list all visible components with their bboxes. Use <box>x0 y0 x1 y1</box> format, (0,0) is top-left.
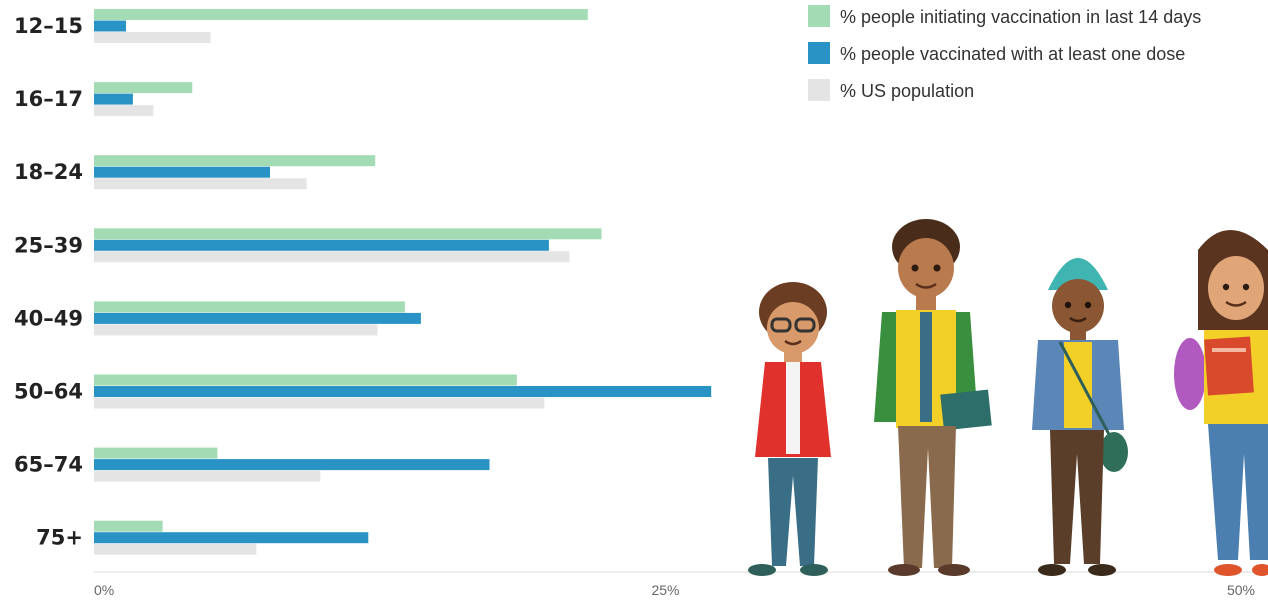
bar-population-5 <box>94 397 545 409</box>
bar-initiating-0 <box>94 9 588 20</box>
x-tick-label: 0% <box>94 582 114 598</box>
legend-swatch <box>808 42 830 64</box>
bar-initiating-3 <box>94 228 602 240</box>
category-label: 75+ <box>36 526 83 550</box>
bar-initiating-7 <box>94 520 163 532</box>
legend-label: % people vaccinated with at least one do… <box>840 44 1185 64</box>
bar-initiating-5 <box>94 374 517 386</box>
bar-initiating-4 <box>94 301 405 313</box>
bar-population-6 <box>94 470 321 482</box>
legend-swatch <box>808 5 830 27</box>
legend-label: % US population <box>840 81 974 101</box>
bar-population-1 <box>94 105 154 117</box>
bar-dose-6 <box>94 459 490 471</box>
bar-dose-5 <box>94 386 712 397</box>
bar-initiating-2 <box>94 155 376 167</box>
student-backpack-icon <box>1174 230 1268 576</box>
bar-dose-3 <box>94 239 549 251</box>
bar-initiating-6 <box>94 447 218 459</box>
bar-population-2 <box>94 178 307 190</box>
legend-label: % people initiating vaccination in last … <box>840 7 1201 27</box>
bar-dose-2 <box>94 166 270 178</box>
x-tick-label: 25% <box>651 582 679 598</box>
bar-dose-1 <box>94 93 133 105</box>
bar-initiating-1 <box>94 82 193 94</box>
student-glasses-icon <box>748 282 831 576</box>
category-label: 16–17 <box>14 87 83 111</box>
bar-dose-7 <box>94 532 369 544</box>
bar-dose-0 <box>94 20 126 32</box>
category-labels: 12–15 16–17 18–24 25–39 40–49 50–64 65–74 75+ <box>14 14 83 550</box>
bar-population-0 <box>94 32 211 43</box>
students-illustration-icon <box>748 219 1268 576</box>
legend: % people initiating vaccination in last … <box>808 5 1201 101</box>
category-label: 12–15 <box>14 14 83 38</box>
bar-dose-4 <box>94 312 421 324</box>
category-label: 50–64 <box>14 380 83 404</box>
bars-group <box>94 9 712 555</box>
student-hat-icon <box>1032 258 1128 576</box>
bar-population-7 <box>94 543 257 555</box>
category-label: 65–74 <box>14 453 83 477</box>
bar-population-3 <box>94 251 570 263</box>
legend-swatch <box>808 79 830 101</box>
bar-population-4 <box>94 324 378 336</box>
x-axis: 0% 25% 50% <box>94 571 1268 598</box>
category-label: 25–39 <box>14 233 83 257</box>
student-book-icon <box>874 219 992 576</box>
category-label: 40–49 <box>14 306 83 330</box>
x-tick-label: 50% <box>1227 582 1255 598</box>
category-label: 18–24 <box>14 160 83 184</box>
